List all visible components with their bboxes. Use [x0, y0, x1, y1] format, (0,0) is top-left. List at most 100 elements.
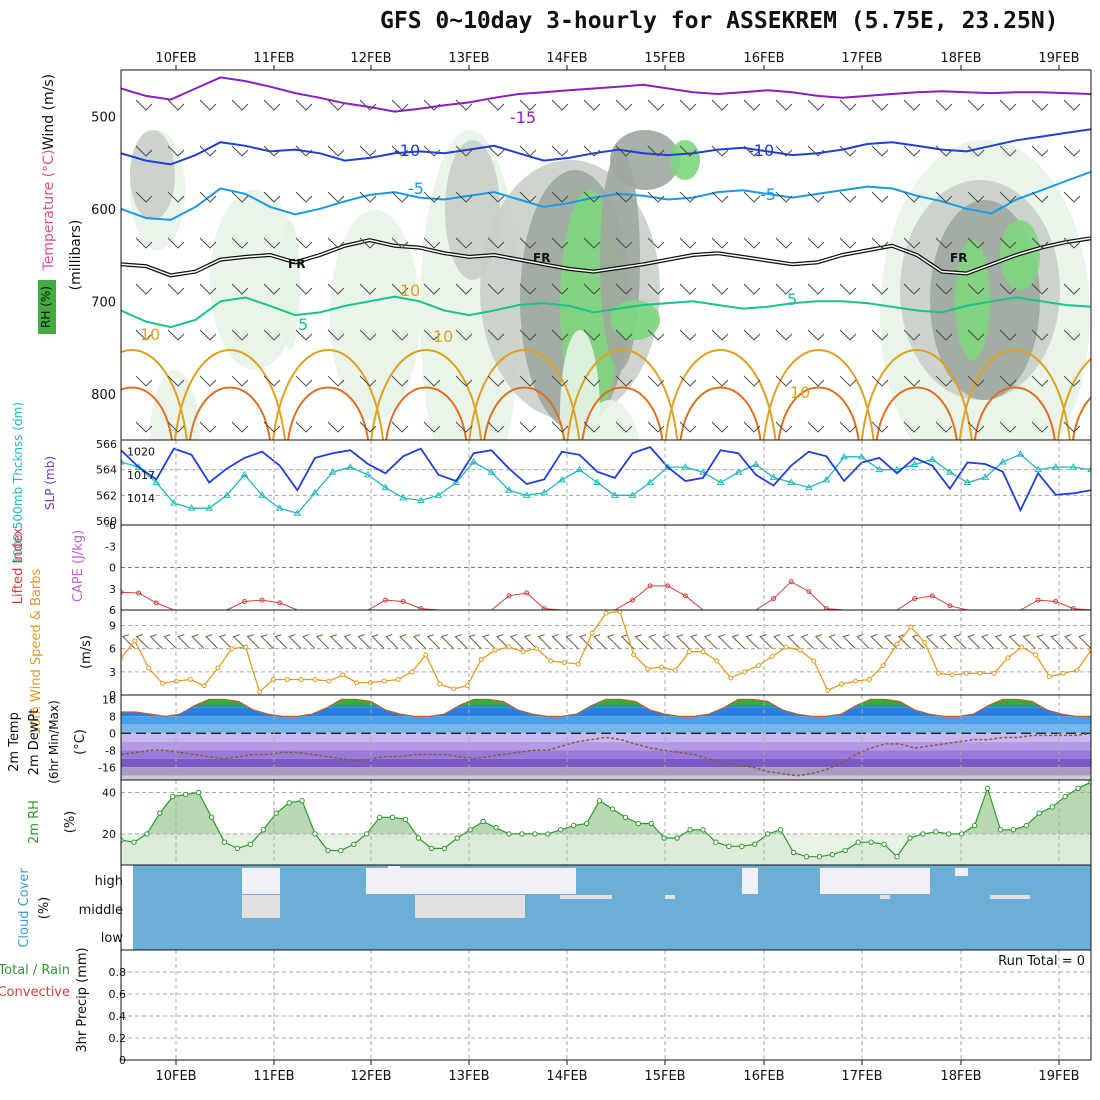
lifted-index-line: [121, 581, 1091, 610]
lifted-index-point: [629, 597, 635, 603]
wind-barb: [487, 145, 505, 157]
wind-barb: [775, 375, 793, 387]
wind-barb: [615, 145, 633, 157]
contour-label: -15: [510, 108, 536, 127]
wind-barb: [327, 191, 345, 203]
wind-speed-point: [1005, 655, 1011, 661]
wind-barb: [1078, 634, 1091, 649]
wind-barb: [903, 99, 921, 111]
wind-barb: [359, 421, 377, 433]
thickness-point: [399, 493, 408, 501]
wind-barb: [537, 634, 551, 649]
isotherm-10-arc: [468, 349, 581, 440]
wind-speed-point: [201, 683, 207, 689]
thickness-point: [575, 465, 584, 473]
wind-barb: [935, 421, 953, 433]
temp2m-axis-label: 2m Temp: [7, 712, 22, 772]
wind-barb: [496, 634, 510, 649]
wind-barb: [357, 634, 371, 649]
wind-barb: [999, 237, 1017, 249]
wind-barb: [519, 237, 537, 249]
wind-barb: [903, 237, 921, 249]
lifted-index-point: [541, 606, 547, 610]
contour-label: 10: [140, 325, 160, 344]
thickness-point: [152, 478, 161, 485]
thickness-point: [857, 452, 866, 460]
rh-point: [674, 835, 680, 841]
wind-barb: [967, 375, 985, 387]
wind-barb: [679, 237, 697, 249]
temp-band: [121, 741, 1091, 751]
isotherm-15-arc: [973, 386, 1056, 440]
rh-point: [1023, 822, 1030, 829]
wind-speed-point: [520, 649, 526, 655]
wind-barb: [295, 421, 313, 433]
thickness-point: [1051, 463, 1060, 470]
wind-speed-point: [783, 644, 789, 650]
rh-point: [713, 839, 719, 845]
rh-point: [739, 843, 745, 850]
cloud-high-block: [388, 866, 400, 870]
wind-barb: [263, 99, 281, 111]
isotherm-10-arc: [762, 349, 875, 440]
x-tick-label-bottom: 18FEB: [940, 1069, 981, 1084]
wind-barb: [199, 421, 217, 433]
rh-shading-area: [330, 210, 420, 420]
wind-barb: [967, 237, 985, 249]
cloud-mid-block: [665, 895, 675, 899]
temp-band: [121, 758, 1091, 768]
lifted-index-point: [506, 593, 512, 599]
precip-panel: [121, 971, 1091, 1039]
wind-barb: [871, 329, 889, 341]
wind-barb: [703, 634, 718, 649]
wind-speed-point: [894, 641, 900, 647]
isotherm-line: [121, 76, 1091, 113]
wind-barb: [935, 329, 953, 341]
wind-barb: [423, 99, 441, 111]
lifted-index-point: [647, 583, 653, 589]
wind-barb: [606, 634, 621, 649]
thickness-tick-label: 560: [96, 515, 117, 528]
wind-barb: [903, 191, 921, 203]
wind-barb: [583, 99, 601, 111]
wind-barb: [711, 421, 729, 433]
panel-frame: [120, 609, 1092, 696]
wind-barb: [871, 237, 889, 249]
lifted-index-point: [383, 597, 389, 603]
rh-shading-area: [610, 130, 680, 190]
isotherm-10-arc: [860, 349, 973, 440]
isotherm-15-arc: [287, 386, 370, 440]
wind-barb: [953, 634, 967, 649]
wind-speed-point: [866, 677, 872, 683]
wind-barb: [679, 283, 697, 295]
wind-barb: [391, 375, 409, 387]
wind-barb: [775, 329, 793, 341]
cape-tick-label: 0: [109, 562, 116, 575]
lifted-index-point: [121, 589, 124, 595]
wind-barb: [994, 634, 1009, 649]
rh-point: [661, 835, 667, 841]
wind-barb: [288, 634, 302, 649]
thickness-point: [716, 478, 725, 485]
isotherm-15-arc: [188, 386, 271, 440]
wind-barb: [911, 634, 926, 649]
wind-barb: [295, 375, 313, 387]
wind-barb: [807, 191, 825, 203]
wind-speed-point: [354, 680, 360, 686]
rh-low-overlay: [121, 833, 1091, 865]
wind-speed-point: [243, 644, 249, 650]
wind-speed-point: [1033, 652, 1039, 658]
rh-shading-area: [610, 300, 660, 340]
wind-barb: [745, 634, 759, 649]
rh-point: [389, 814, 396, 821]
rh-point: [480, 818, 486, 825]
wind-barb: [615, 99, 633, 111]
wind-barb: [199, 99, 217, 111]
wind-speed-point: [839, 681, 845, 687]
precip-tick-label: 0.4: [109, 1010, 127, 1023]
wind-barb: [839, 145, 857, 157]
wind-barb: [487, 375, 505, 387]
wind-barb: [647, 145, 665, 157]
wind-speed-point: [922, 639, 928, 645]
